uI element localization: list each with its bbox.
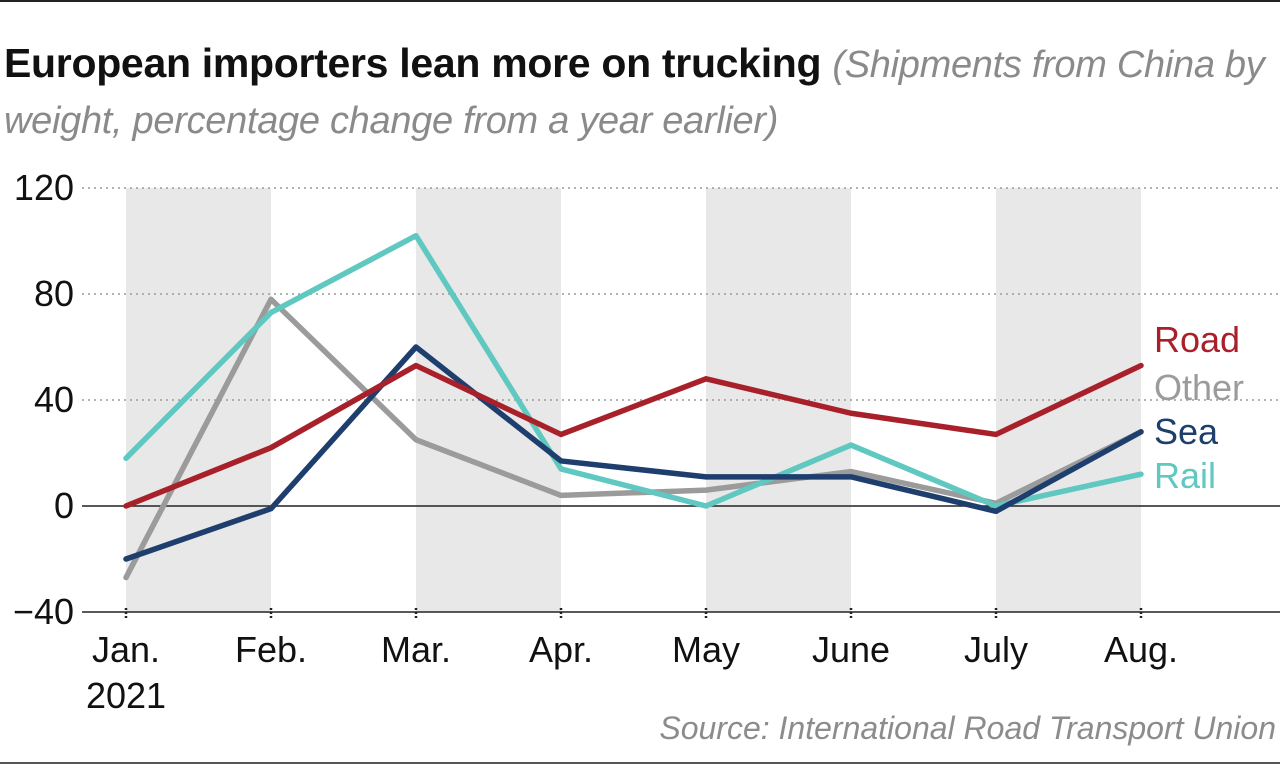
y-tick-label: 40 — [34, 379, 74, 420]
y-tick-label: 80 — [34, 273, 74, 314]
bottom-rule — [0, 762, 1280, 764]
gridlines — [82, 187, 1280, 613]
series-line-rail — [123, 232, 1144, 509]
x-axis: Jan. 2021 Feb. Mar. Apr. May June July Aug. — [86, 608, 1178, 716]
series-line-sea — [123, 344, 1144, 562]
chart-title: European importers lean more on trucking — [4, 40, 822, 86]
x-tick-label: Feb. — [235, 629, 307, 670]
x-tick-label: May — [672, 629, 740, 670]
series-lines — [123, 232, 1144, 581]
x-tick-label: Apr. — [529, 629, 593, 670]
series-line-other — [123, 296, 1144, 581]
x-tick-label: Jan. — [92, 629, 160, 670]
x-tick-label: June — [812, 629, 890, 670]
series-label-rail: Rail — [1154, 455, 1216, 496]
y-tick-label: 120 — [14, 167, 74, 208]
series-label-other: Other — [1154, 367, 1244, 408]
x-tick-label: Mar. — [381, 629, 451, 670]
series-label-road: Road — [1154, 319, 1240, 360]
chart-subtitle: (Shipments from China by weight, percent… — [4, 44, 1265, 142]
shaded-band — [126, 188, 271, 612]
series-line-road — [123, 362, 1144, 509]
x-tick-label: July — [964, 629, 1028, 670]
source-note: Source: International Road Transport Uni… — [659, 710, 1276, 746]
title-block: European importers lean more on trucking… — [4, 36, 1274, 148]
series-label-sea: Sea — [1154, 411, 1219, 452]
y-tick-label: 0 — [54, 485, 74, 526]
top-rule — [0, 0, 1280, 2]
y-tick-label: −40 — [13, 591, 74, 632]
x-tick-sublabel: 2021 — [86, 675, 166, 716]
x-tick-label: Aug. — [1104, 629, 1178, 670]
y-axis: −40 0 40 80 120 — [13, 167, 74, 632]
